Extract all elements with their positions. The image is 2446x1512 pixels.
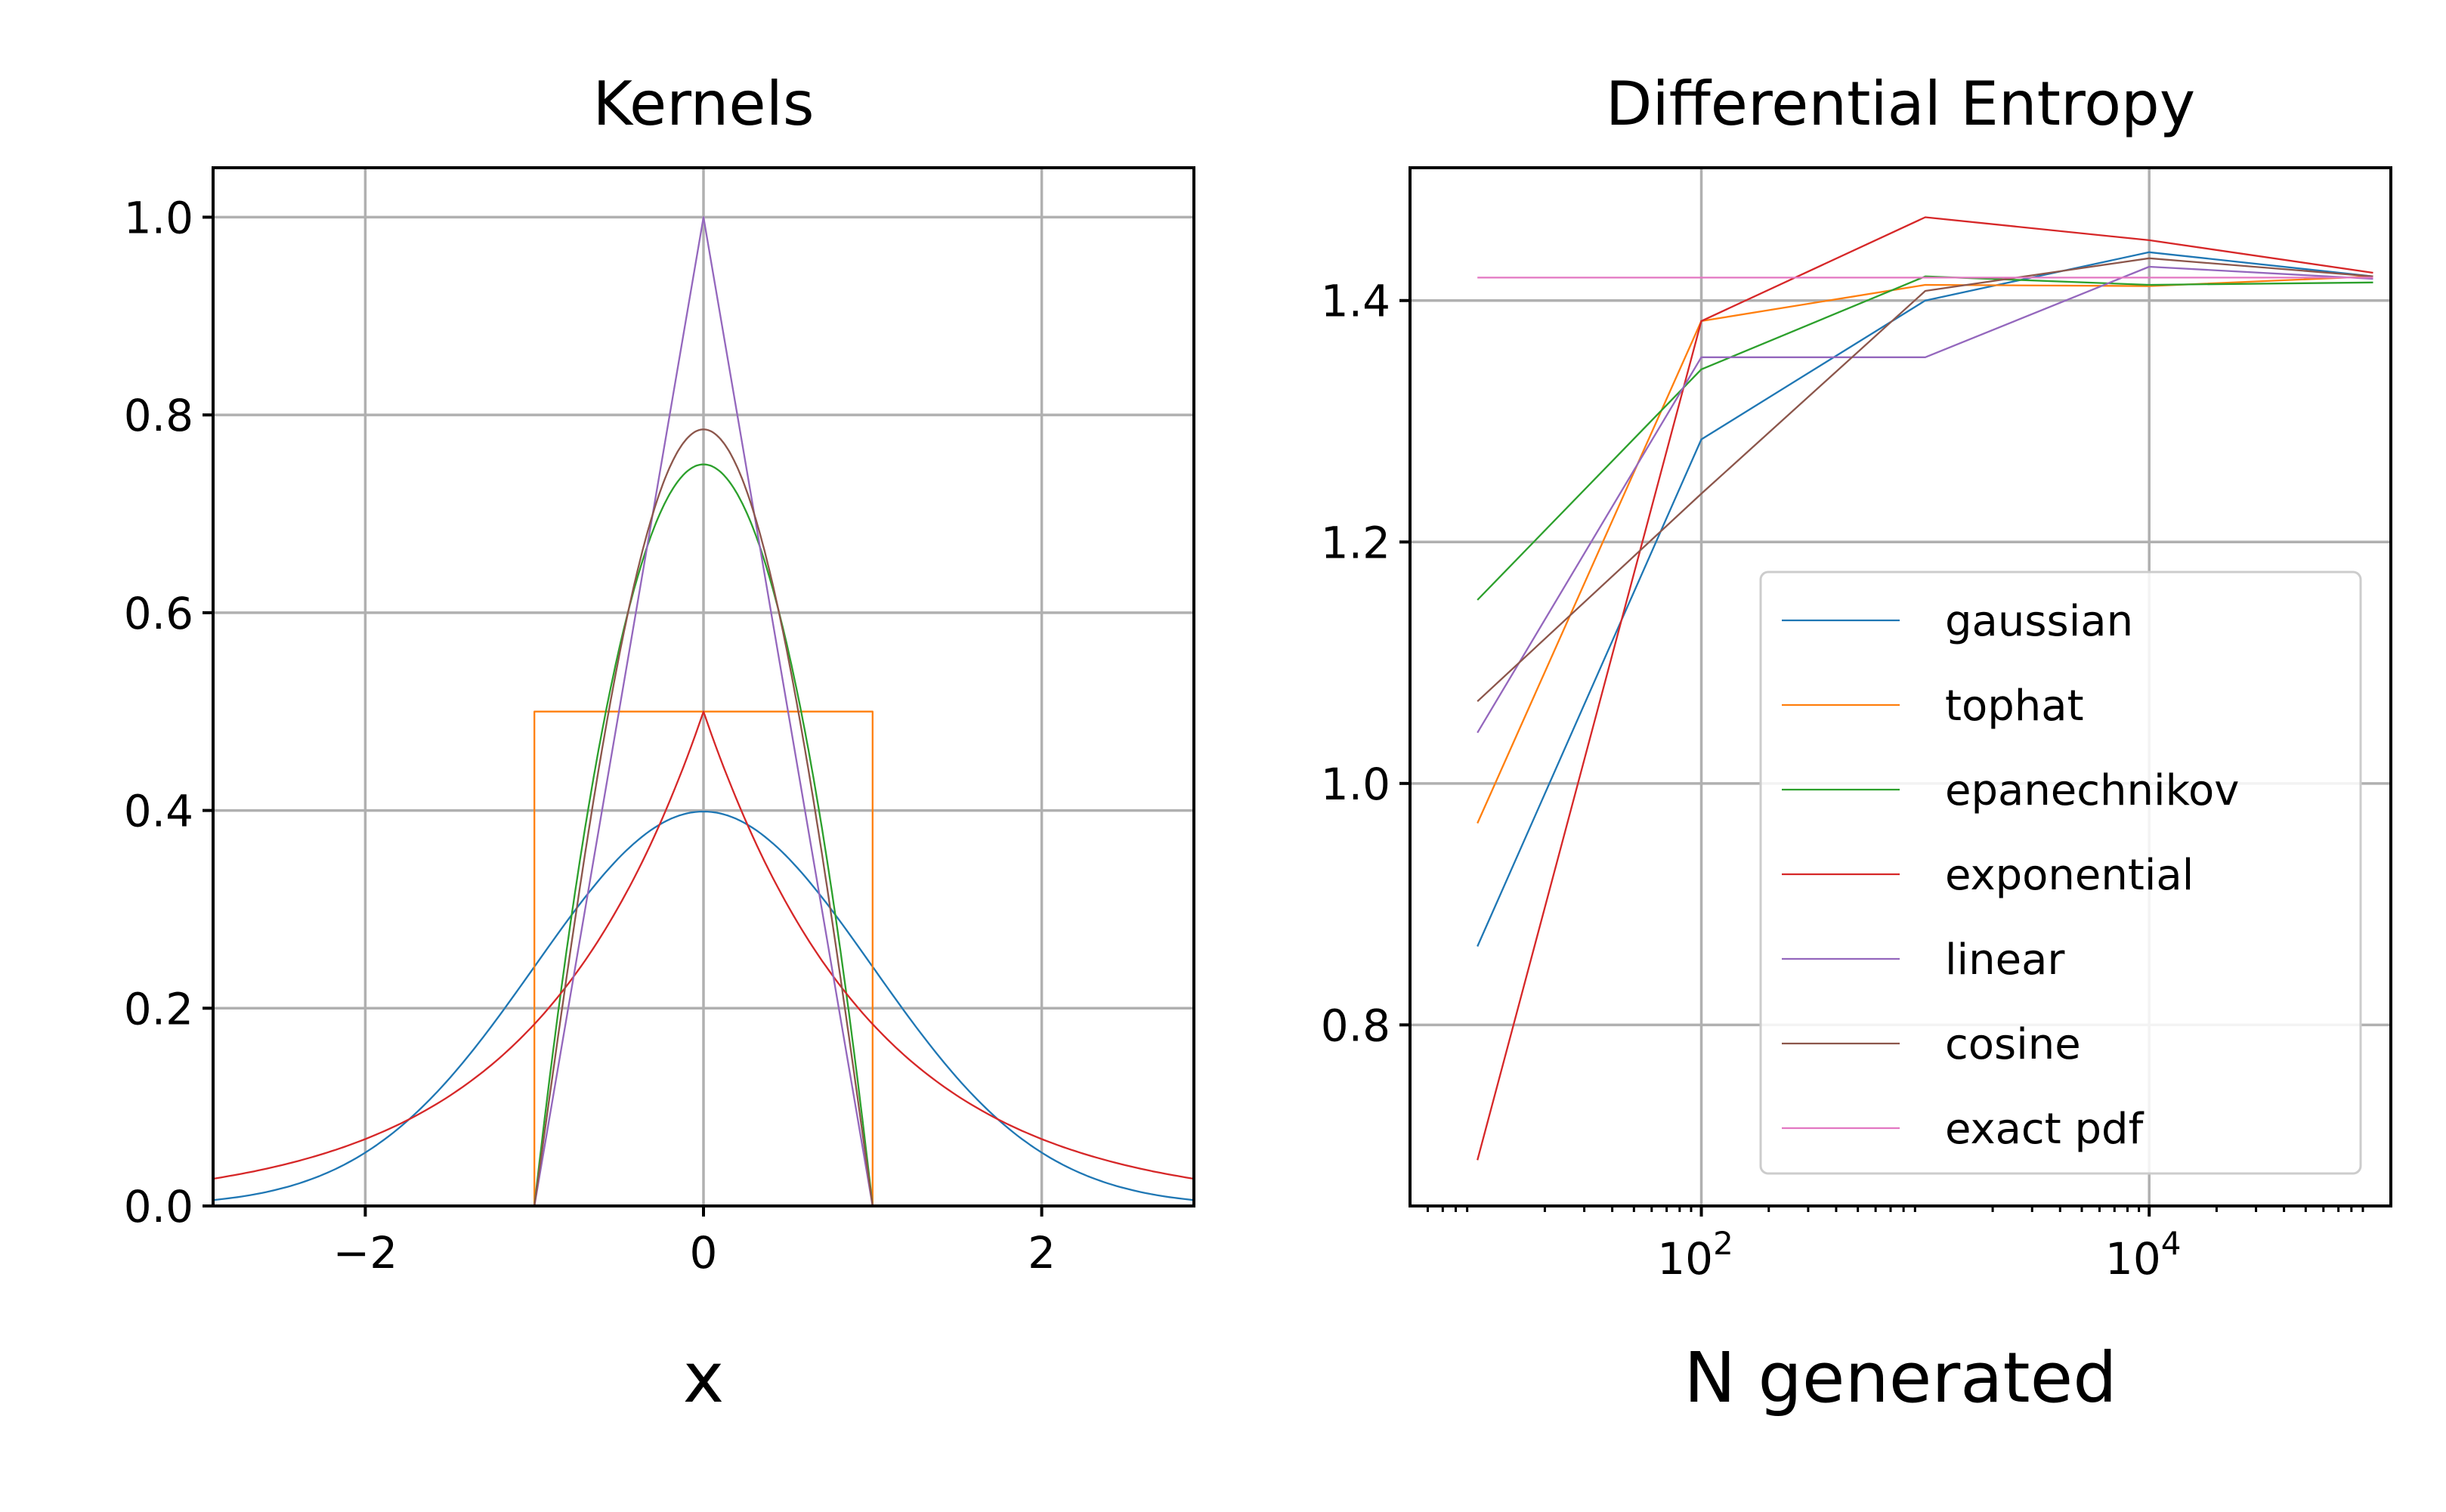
entropy-line-exponential: [1477, 216, 2373, 1161]
entropy-x-tick-label: 104: [2105, 1225, 2182, 1285]
entropy-line-gaussian: [1477, 251, 2373, 947]
entropy-ticks: 102 104 0.8 1.0 1.2 1.4: [1321, 276, 2364, 1285]
entropy-y-tick-label: 1.4: [1321, 276, 1390, 327]
entropy-line-tophat: [1477, 275, 2373, 824]
entropy-y-tick-label: 0.8: [1321, 1000, 1390, 1051]
legend-label-gaussian: gaussian: [1945, 597, 2133, 646]
kernels-x-tick-label: 2: [1028, 1227, 1056, 1279]
kernels-y-tick-label: 0.6: [124, 588, 193, 639]
kernels-ticks: −2 0 2 0.0 0.2 0.4 0.6 0.8 1.0: [124, 192, 1056, 1279]
legend-label-epanechnikov: epanechnikov: [1945, 766, 2239, 815]
entropy-x-label: N generated: [1684, 1337, 2117, 1418]
entropy-line-cosine: [1477, 257, 2373, 703]
kernels-y-tick-label: 0.8: [124, 390, 193, 441]
legend-label-cosine: cosine: [1945, 1020, 2081, 1069]
entropy-title: Differential Entropy: [1606, 69, 2195, 139]
legend-label-linear: linear: [1945, 935, 2065, 985]
kernels-line-epanechnikov: [533, 463, 874, 1206]
kernels-y-tick-label: 0.0: [124, 1181, 193, 1232]
entropy-line-epanechnikov: [1477, 275, 2373, 601]
entropy-y-tick-label: 1.0: [1321, 759, 1390, 810]
kernels-line-exponential: [213, 710, 1194, 1180]
kernels-y-tick-label: 1.0: [124, 192, 193, 243]
kernels-series: [213, 216, 1194, 1206]
kernels-x-tick-label: −2: [333, 1227, 398, 1279]
kernels-title: Kernels: [592, 69, 814, 139]
kernels-y-tick-label: 0.4: [124, 786, 193, 837]
kernels-x-label: x: [683, 1337, 724, 1418]
legend-label-exponential: exponential: [1945, 851, 2194, 900]
entropy-axes-frame: [1409, 166, 2392, 1207]
kernels-y-tick-label: 0.2: [124, 983, 193, 1034]
kernels-panel: −2 0 2 0.0 0.2 0.4 0.6 0.8 1.0 Kernels x: [124, 69, 1195, 1418]
kernels-line-gaussian: [213, 810, 1194, 1201]
kernels-line-cosine: [533, 428, 874, 1206]
legend: gaussian tophat epanechnikov exponential lin…: [1759, 570, 2362, 1175]
entropy-series: [1477, 216, 2373, 1161]
kernels-x-tick-label: 0: [690, 1227, 718, 1279]
kernels-line-linear: [533, 216, 874, 1206]
legend-box: [1759, 570, 2362, 1175]
legend-label-exact-pdf: exact pdf: [1945, 1105, 2145, 1154]
entropy-x-tick-label: 102: [1657, 1225, 1733, 1285]
entropy-line-linear: [1477, 265, 2373, 734]
entropy-y-tick-label: 1.2: [1321, 517, 1390, 568]
legend-label-tophat: tophat: [1945, 682, 2084, 731]
